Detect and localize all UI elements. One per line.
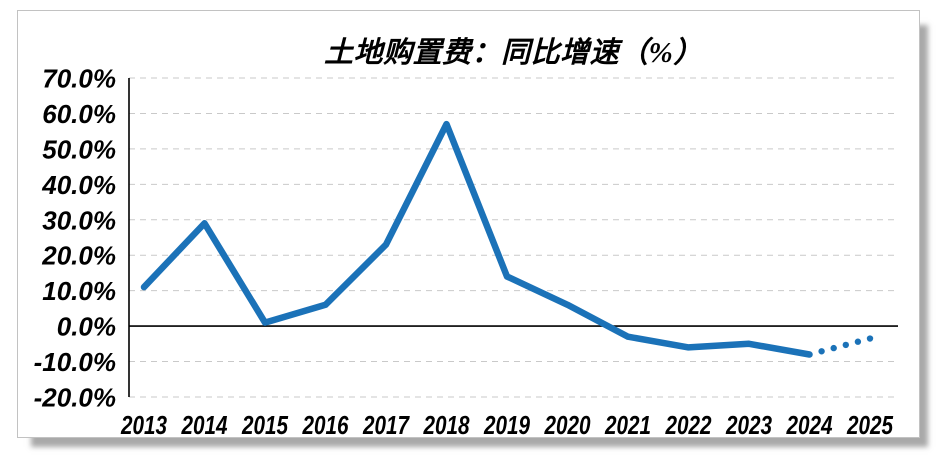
y-tick-label: 20.0% (41, 241, 116, 271)
forecast-dot (842, 341, 849, 349)
forecast-dot (854, 338, 862, 345)
line-chart: 70.0% 60.0% 50.0% 40.0% 30.0% 20.0% 10.0% 0.0% -… (34, 64, 898, 437)
y-tick-label: 60.0% (42, 99, 116, 129)
chart-card: 土地购置费：同比增速（%） 70.0% 60.0% 50.0% 40.0% 30.0% 2… (17, 10, 920, 438)
y-tick-label: 40.0% (41, 170, 116, 200)
x-tick-label: 2013 (120, 410, 167, 437)
y-tick-label: -10.0% (34, 347, 116, 377)
forecast-dot (830, 344, 837, 352)
x-tick-label: 2014 (181, 410, 228, 437)
y-tick-label: 10.0% (42, 276, 116, 306)
x-tick-label: 2022 (665, 410, 712, 437)
y-tick-label: 50.0% (42, 134, 116, 164)
x-tick-label: 2021 (604, 410, 651, 437)
x-tick-label: 2025 (846, 410, 893, 437)
forecast-dot (866, 335, 874, 342)
y-tick-label: 70.0% (42, 64, 116, 94)
x-tick-label: 2017 (362, 410, 410, 437)
x-tick-label: 2023 (725, 410, 772, 437)
y-tick-label: 0.0% (57, 312, 116, 342)
x-tick-label: 2016 (302, 410, 349, 437)
chart-title: 土地购置费：同比增速（%） (324, 37, 703, 69)
x-tick-label: 2018 (423, 410, 470, 437)
x-tick-label: 2019 (483, 410, 530, 437)
forecast-dot (818, 348, 825, 355)
data-line (140, 120, 813, 358)
x-tick-label: 2020 (544, 410, 591, 437)
y-tick-label: 30.0% (42, 205, 116, 235)
x-tick-label: 2024 (786, 410, 833, 437)
y-tick-label: -20.0% (34, 383, 116, 413)
x-tick-label: 2015 (241, 410, 288, 437)
